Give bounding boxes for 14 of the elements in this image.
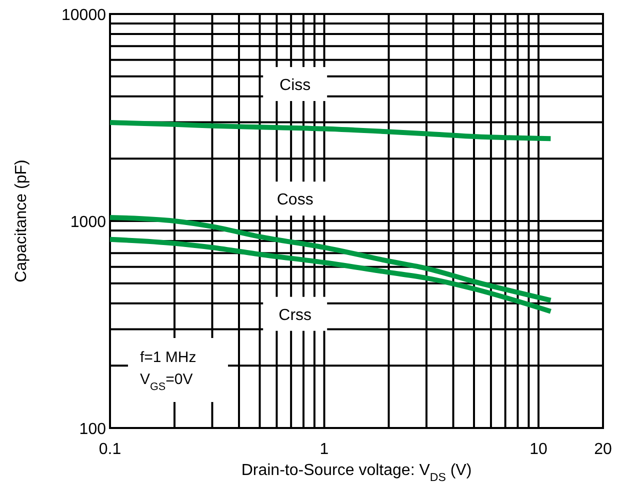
annotation: f=1 MHz — [140, 349, 196, 366]
series-label: Coss — [276, 192, 314, 209]
y-tick-label: 10000 — [62, 7, 106, 24]
y-tick-label: 1000 — [70, 214, 106, 231]
x-tick-label: 20 — [594, 441, 612, 458]
y-tick-label: 100 — [79, 421, 106, 438]
x-tick-label: 10 — [530, 441, 548, 458]
x-axis-title: Drain-to-Source voltage: V$_{DS}$ (V) — [241, 462, 472, 484]
x-tick-label: 1 — [320, 441, 329, 458]
text: Crss — [278, 306, 312, 324]
y-axis-title: Capacitance (pF) — [13, 160, 30, 282]
x-tick-label: 0.1 — [98, 441, 122, 458]
text: Ciss — [280, 77, 311, 94]
annotation: V$_{GS}$=0V — [140, 371, 193, 393]
